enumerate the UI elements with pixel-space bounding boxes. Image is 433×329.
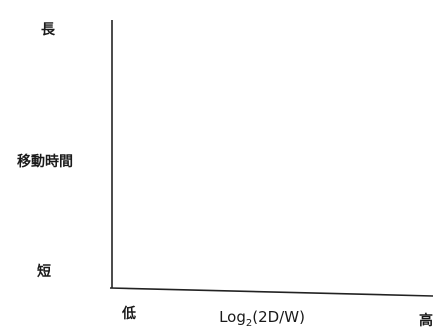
x-label-rest: (2D/W)	[252, 308, 305, 326]
x-tick-right: 高	[419, 312, 433, 329]
axes	[109, 20, 433, 297]
x-axis-label: Log2(2D/W)	[219, 308, 305, 329]
x-tick-left: 低	[121, 305, 136, 322]
y-tick-top: 長	[41, 22, 56, 38]
y-tick-bottom: 短	[37, 263, 51, 280]
x-label-subscript: 2	[246, 318, 252, 329]
x-axis-line	[109, 287, 433, 297]
x-label-base: Log	[219, 308, 246, 326]
y-axis-label: 移動時間	[17, 153, 73, 170]
